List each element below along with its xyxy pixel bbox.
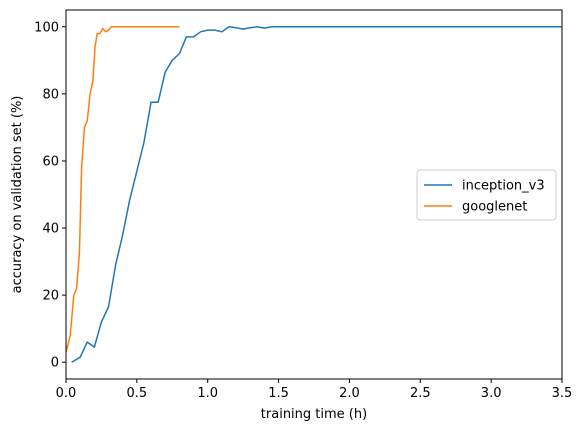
- x-tick-label: 1.5: [268, 386, 289, 401]
- x-ticks: 0.0 0.5 1.0 1.5 2.0 2.5 3.0 3.5: [56, 379, 573, 401]
- x-tick-label: 1.0: [197, 386, 218, 401]
- x-tick-label: 2.5: [410, 386, 431, 401]
- y-tick-label: 60: [42, 154, 59, 169]
- legend-label: inception_v3: [462, 179, 545, 194]
- legend-label: googlenet: [462, 200, 527, 215]
- x-tick-label: 3.5: [552, 386, 573, 401]
- y-tick-label: 80: [42, 87, 59, 102]
- x-axis-label: training time (h): [261, 407, 367, 422]
- series-line-googlenet: [66, 27, 179, 352]
- x-tick-label: 3.0: [481, 386, 502, 401]
- x-tick-label: 2.0: [339, 386, 360, 401]
- y-tick-label: 0: [51, 356, 59, 371]
- legend: inception_v3 googlenet: [417, 170, 556, 220]
- x-tick-label: 0.0: [56, 386, 77, 401]
- x-tick-label: 0.5: [127, 386, 148, 401]
- y-tick-label: 100: [34, 20, 59, 35]
- y-ticks: 0 20 40 60 80 100: [34, 20, 66, 370]
- y-axis-label: accuracy on validation set (%): [10, 96, 25, 294]
- y-tick-label: 20: [42, 289, 59, 304]
- y-tick-label: 40: [42, 222, 59, 237]
